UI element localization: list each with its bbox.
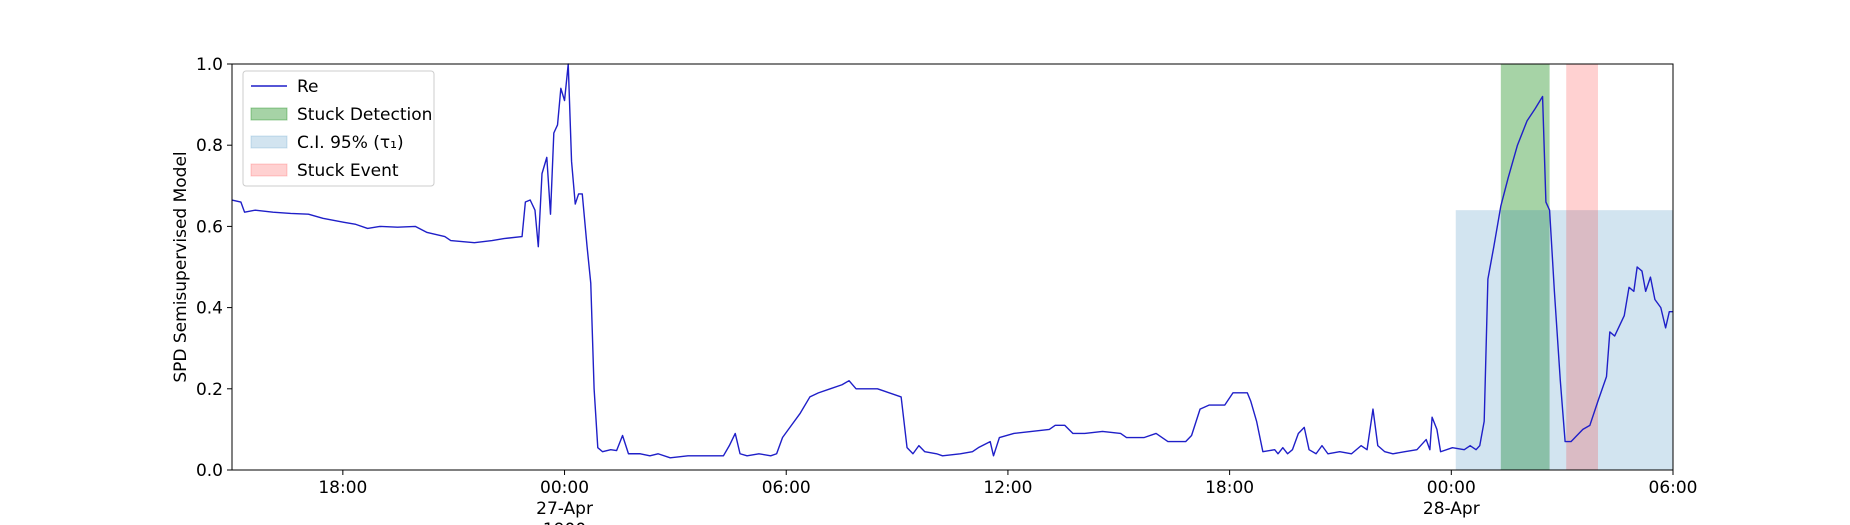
y-tick-label: 0.8: [196, 136, 223, 156]
y-tick-label: 1.0: [196, 55, 223, 75]
y-tick-label: 0.6: [196, 217, 223, 237]
x-tick-label: 18:00: [318, 478, 367, 498]
legend-patch: [250, 135, 288, 149]
y-tick-label: 0.0: [196, 461, 223, 481]
legend-label: Stuck Detection: [297, 105, 432, 125]
legend-patch: [250, 107, 288, 121]
y-tick-label: 0.4: [196, 299, 223, 319]
legend-label: Re: [297, 77, 319, 97]
shaded-span: [1566, 64, 1598, 470]
data-line: [231, 63, 1673, 459]
plot-frame: [231, 63, 1674, 471]
x-tick-label: 18:00: [1205, 478, 1254, 498]
x-tick-label: 00:00 28-Apr: [1423, 478, 1480, 519]
legend-box: [242, 70, 435, 187]
x-tick-label: 06:00: [762, 478, 811, 498]
shaded-span: [1500, 64, 1550, 470]
x-tick-label: 06:00: [1649, 478, 1698, 498]
legend-patch: [250, 163, 288, 177]
y-axis-label: SPD Semisupervised Model: [171, 151, 191, 382]
legend-label: C.I. 95% (τ₁): [297, 133, 404, 153]
x-tick-label: 12:00: [983, 478, 1032, 498]
y-tick-label: 0.2: [196, 380, 223, 400]
legend-label: Stuck Event: [297, 161, 399, 181]
